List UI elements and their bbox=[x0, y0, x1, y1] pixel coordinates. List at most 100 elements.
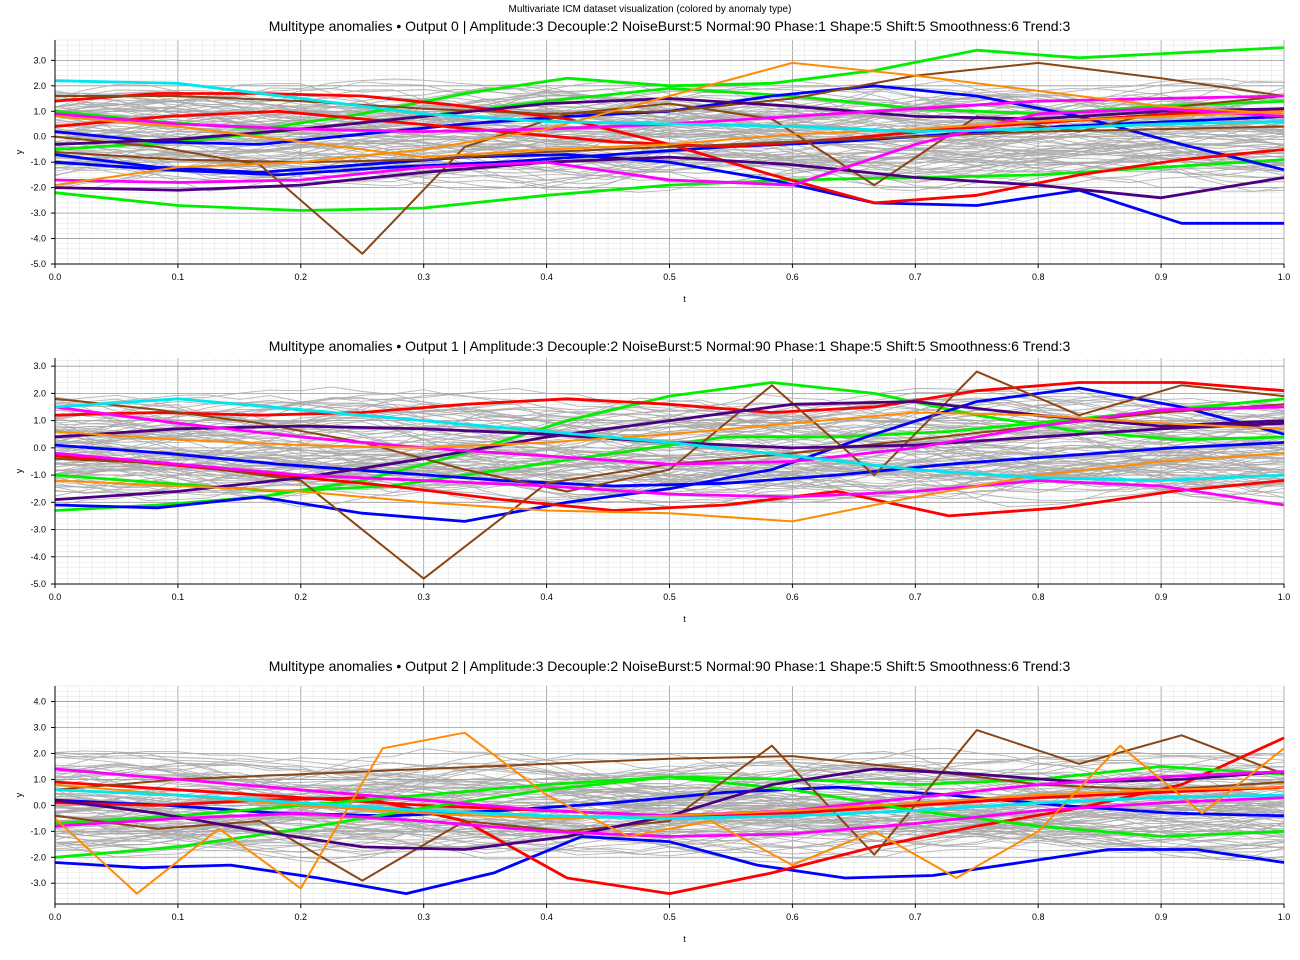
y-tick-label: 1.0 bbox=[33, 774, 46, 784]
normal-series-line bbox=[54, 426, 1285, 472]
series-line-decouple bbox=[54, 796, 1285, 838]
normal-series-line bbox=[54, 449, 1285, 472]
series-line-shift bbox=[54, 386, 1285, 523]
y-tick-label: 3.0 bbox=[33, 723, 46, 733]
series-line-noiseburst bbox=[54, 731, 1285, 895]
normal-series-line bbox=[54, 78, 1285, 119]
normal-series-line bbox=[54, 816, 1285, 854]
x-tick-label: 0.9 bbox=[1155, 272, 1168, 282]
y-tick-label: 0.0 bbox=[33, 132, 46, 142]
series-line-noiseburst bbox=[54, 61, 1285, 187]
normal-series-line bbox=[54, 747, 1285, 791]
normal-series-line bbox=[54, 820, 1285, 864]
x-tick-label: 0.6 bbox=[786, 912, 799, 922]
x-tick-label: 1.0 bbox=[1278, 592, 1291, 602]
x-tick-label: 0.3 bbox=[417, 912, 430, 922]
y-tick-label: 4.0 bbox=[33, 697, 46, 707]
x-tick-label: 0.7 bbox=[909, 272, 922, 282]
x-tick-label: 0.5 bbox=[663, 272, 676, 282]
series-line-decouple bbox=[54, 107, 1285, 187]
series-line-smoothness bbox=[54, 46, 1285, 131]
x-tick-label: 0.1 bbox=[172, 912, 185, 922]
y-tick-label: 3.0 bbox=[33, 361, 46, 371]
series-line-noiseburst bbox=[54, 452, 1285, 523]
series-line-shift bbox=[54, 441, 1285, 488]
series-line-noiseburst bbox=[54, 783, 1285, 820]
normal-series-line bbox=[54, 784, 1285, 811]
normal-series-line bbox=[54, 400, 1285, 434]
y-tick-label: -1.0 bbox=[30, 157, 46, 167]
x-tick-label: 1.0 bbox=[1278, 272, 1291, 282]
x-tick-label: 0.7 bbox=[909, 912, 922, 922]
series-line-decouple bbox=[54, 451, 1285, 507]
y-tick-label: 2.0 bbox=[33, 81, 46, 91]
series-line-amplitude bbox=[54, 397, 1285, 482]
normal-series-line bbox=[54, 397, 1285, 439]
normal-series-line bbox=[54, 398, 1285, 438]
x-tick-label: 0.3 bbox=[417, 272, 430, 282]
y-tick-label: -5.0 bbox=[30, 579, 46, 589]
series-line-smoothness bbox=[54, 158, 1285, 212]
x-tick-label: 0.0 bbox=[49, 592, 62, 602]
x-tick-label: 0.9 bbox=[1155, 592, 1168, 602]
x-axis-label: t bbox=[683, 934, 686, 944]
x-tick-label: 0.2 bbox=[295, 912, 308, 922]
x-tick-label: 0.9 bbox=[1155, 912, 1168, 922]
normal-series-line bbox=[54, 755, 1285, 785]
series-line-decouple bbox=[54, 405, 1285, 466]
x-tick-label: 0.8 bbox=[1032, 592, 1045, 602]
panel-title: Multitype anomalies • Output 2 | Amplitu… bbox=[269, 658, 1071, 674]
y-tick-label: -1.0 bbox=[30, 826, 46, 836]
normal-series-line bbox=[54, 425, 1285, 444]
x-tick-label: 0.8 bbox=[1032, 912, 1045, 922]
series-line-shape bbox=[54, 381, 1285, 417]
y-tick-label: 2.0 bbox=[33, 748, 46, 758]
normal-series-line bbox=[54, 161, 1285, 182]
normal-series-line bbox=[54, 756, 1285, 786]
x-tick-label: 0.4 bbox=[540, 592, 553, 602]
normal-series-line bbox=[54, 467, 1285, 495]
y-tick-label: -1.0 bbox=[30, 470, 46, 480]
y-tick-label: -3.0 bbox=[30, 208, 46, 218]
series-line-phase bbox=[54, 97, 1285, 146]
normal-series-line bbox=[54, 114, 1285, 138]
normal-series-line bbox=[54, 141, 1285, 164]
x-tick-label: 0.0 bbox=[49, 912, 62, 922]
normal-series-line bbox=[54, 149, 1285, 171]
normal-series-line bbox=[54, 148, 1285, 193]
normal-series-line bbox=[54, 89, 1285, 115]
normal-series-line bbox=[54, 409, 1285, 431]
x-tick-label: 0.1 bbox=[172, 272, 185, 282]
normal-series-line bbox=[54, 830, 1285, 854]
series-line-smoothness bbox=[54, 775, 1285, 838]
x-tick-label: 0.4 bbox=[540, 912, 553, 922]
x-tick-label: 0.7 bbox=[909, 592, 922, 602]
normal-series-line bbox=[54, 455, 1285, 488]
normal-series-line bbox=[54, 816, 1285, 833]
y-tick-label: 1.0 bbox=[33, 106, 46, 116]
y-tick-label: 3.0 bbox=[33, 55, 46, 65]
series-line-trend bbox=[54, 370, 1285, 493]
series-line-noiseburst bbox=[54, 110, 1285, 159]
normal-series-line bbox=[54, 464, 1285, 502]
y-tick-label: -4.0 bbox=[30, 552, 46, 562]
x-tick-label: 0.2 bbox=[295, 592, 308, 602]
x-tick-label: 0.6 bbox=[786, 272, 799, 282]
y-tick-label: 0.0 bbox=[33, 800, 46, 810]
x-tick-label: 0.5 bbox=[663, 592, 676, 602]
x-tick-label: 0.8 bbox=[1032, 272, 1045, 282]
x-tick-label: 0.3 bbox=[417, 592, 430, 602]
x-tick-label: 0.1 bbox=[172, 592, 185, 602]
normal-series-line bbox=[55, 795, 1285, 815]
panel-title: Multitype anomalies • Output 0 | Amplitu… bbox=[269, 18, 1071, 34]
y-axis-label: y bbox=[14, 149, 24, 154]
x-tick-label: 0.0 bbox=[49, 272, 62, 282]
y-tick-label: -2.0 bbox=[30, 183, 46, 193]
y-axis-label: y bbox=[14, 468, 24, 473]
panel-title: Multitype anomalies • Output 1 | Amplitu… bbox=[269, 338, 1071, 354]
normal-series-line bbox=[54, 126, 1285, 159]
normal-series-line bbox=[54, 164, 1285, 185]
y-tick-label: -5.0 bbox=[30, 259, 46, 269]
normal-series-line bbox=[54, 445, 1285, 469]
